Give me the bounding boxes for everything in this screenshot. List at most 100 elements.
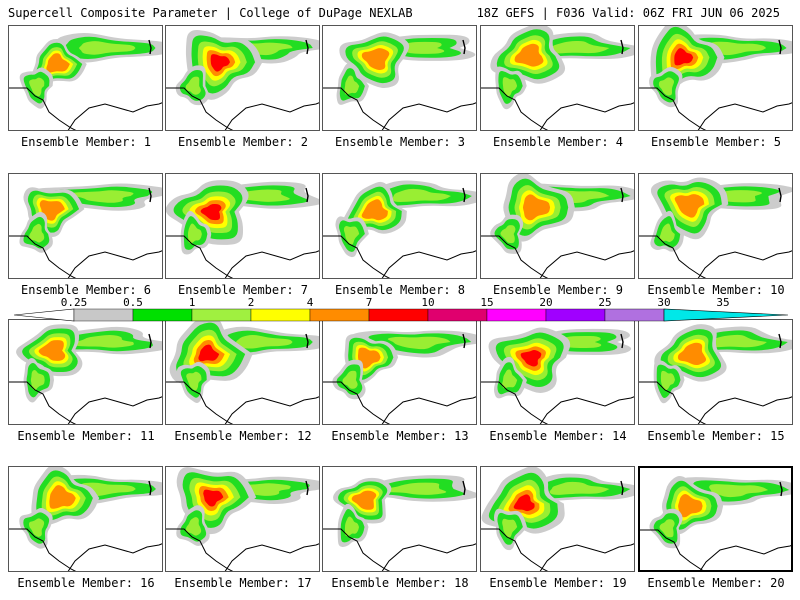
map-canvas bbox=[9, 183, 162, 278]
contour-region bbox=[210, 54, 230, 72]
ensemble-map-20[interactable] bbox=[638, 466, 793, 572]
coastline bbox=[481, 235, 634, 278]
contour-region bbox=[357, 347, 381, 369]
scale-tick-label: 20 bbox=[539, 296, 553, 309]
coastline bbox=[323, 528, 476, 571]
contour-region bbox=[46, 53, 70, 73]
lake-shore bbox=[148, 333, 152, 349]
contour-region bbox=[658, 77, 675, 96]
ensemble-map-11[interactable] bbox=[8, 319, 163, 425]
contour-region bbox=[659, 519, 675, 538]
contour-region bbox=[200, 203, 222, 221]
ensemble-map-7[interactable] bbox=[165, 173, 320, 279]
ensemble-member-label: Ensemble Member: 18 bbox=[331, 576, 469, 590]
contour-region bbox=[547, 40, 610, 54]
lake-shore bbox=[305, 39, 309, 55]
map-canvas bbox=[481, 327, 634, 424]
contour-region bbox=[185, 517, 202, 536]
contour-region bbox=[186, 371, 202, 391]
ensemble-map-8[interactable] bbox=[322, 173, 477, 279]
contour-region bbox=[704, 334, 767, 348]
contour-region bbox=[522, 194, 551, 221]
lake-shore bbox=[779, 481, 783, 497]
scale-swatch bbox=[73, 308, 134, 322]
map-canvas bbox=[166, 320, 319, 424]
ensemble-member-label: Ensemble Member: 15 bbox=[647, 429, 785, 443]
lake-shore bbox=[305, 333, 309, 349]
map-canvas bbox=[481, 26, 634, 130]
map-canvas bbox=[166, 467, 319, 571]
coastline bbox=[9, 528, 162, 571]
ensemble-member-label: Ensemble Member: 12 bbox=[174, 429, 312, 443]
contour-region bbox=[198, 344, 220, 362]
ensemble-member-label: Ensemble Member: 5 bbox=[650, 135, 782, 149]
map-canvas bbox=[639, 177, 792, 278]
lake-shore bbox=[305, 480, 309, 496]
map-canvas bbox=[640, 475, 791, 570]
map-canvas bbox=[323, 330, 476, 424]
ensemble-map-18[interactable] bbox=[322, 466, 477, 572]
contour-region bbox=[38, 340, 66, 361]
ensemble-map-15[interactable] bbox=[638, 319, 793, 425]
scale-tick-label: 1 bbox=[188, 296, 196, 309]
coastline bbox=[481, 381, 634, 424]
contour-region bbox=[660, 370, 675, 391]
ensemble-member-label: Ensemble Member: 17 bbox=[174, 576, 312, 590]
ensemble-map-5[interactable] bbox=[638, 25, 793, 131]
ensemble-map-1[interactable] bbox=[8, 25, 163, 131]
scale-swatch bbox=[427, 308, 488, 322]
coastline bbox=[166, 381, 319, 424]
map-canvas bbox=[9, 33, 162, 130]
scale-tick-label: 15 bbox=[480, 296, 494, 309]
ensemble-map-6[interactable] bbox=[8, 173, 163, 279]
lake-shore bbox=[778, 39, 782, 55]
lake-shore bbox=[462, 480, 466, 496]
coastline bbox=[639, 87, 792, 130]
scale-tick-label: 2 bbox=[247, 296, 255, 309]
map-title: Supercell Composite Parameter | College … bbox=[8, 6, 413, 20]
ensemble-member-label: Ensemble Member: 11 bbox=[17, 429, 155, 443]
scale-tick-label: 25 bbox=[598, 296, 612, 309]
ensemble-member-label: Ensemble Member: 3 bbox=[334, 135, 466, 149]
scale-tick-label: 0.5 bbox=[123, 296, 143, 309]
scale-swatch bbox=[250, 308, 311, 322]
contour-region bbox=[344, 516, 359, 537]
ensemble-map-4[interactable] bbox=[480, 25, 635, 131]
ensemble-map-13[interactable] bbox=[322, 319, 477, 425]
ensemble-member-label: Ensemble Member: 16 bbox=[17, 576, 155, 590]
ensemble-map-17[interactable] bbox=[165, 466, 320, 572]
coastline bbox=[639, 235, 792, 278]
ensemble-map-14[interactable] bbox=[480, 319, 635, 425]
contour-region bbox=[29, 77, 45, 97]
ensemble-map-3[interactable] bbox=[322, 25, 477, 131]
contour-region bbox=[549, 481, 610, 495]
ensemble-map-9[interactable] bbox=[480, 173, 635, 279]
contour-region bbox=[71, 335, 134, 348]
contour-region bbox=[514, 43, 544, 67]
ensemble-map-19[interactable] bbox=[480, 466, 635, 572]
map-canvas bbox=[323, 180, 476, 278]
scale-swatch bbox=[604, 308, 665, 322]
ensemble-map-16[interactable] bbox=[8, 466, 163, 572]
ensemble-map-12[interactable] bbox=[165, 319, 320, 425]
ensemble-member-label: Ensemble Member: 14 bbox=[489, 429, 627, 443]
lake-shore bbox=[620, 187, 624, 203]
contour-region bbox=[659, 223, 675, 243]
coastline bbox=[639, 381, 792, 424]
ensemble-map-2[interactable] bbox=[165, 25, 320, 131]
contour-region bbox=[709, 41, 767, 56]
contour-region bbox=[520, 350, 542, 367]
ensemble-member-label: Ensemble Member: 9 bbox=[492, 283, 624, 297]
scale-tick-label: 4 bbox=[306, 296, 314, 309]
contour-region bbox=[674, 194, 705, 218]
coastline bbox=[9, 87, 162, 130]
scale-tick-label: 35 bbox=[716, 296, 730, 309]
ensemble-member-label: Ensemble Member: 13 bbox=[331, 429, 469, 443]
map-canvas bbox=[323, 32, 476, 130]
ensemble-map-10[interactable] bbox=[638, 173, 793, 279]
contour-region bbox=[187, 223, 202, 244]
contour-region bbox=[361, 199, 388, 221]
contour-region bbox=[709, 484, 769, 498]
ensemble-member-label: Ensemble Member: 4 bbox=[492, 135, 624, 149]
ensemble-member-label: Ensemble Member: 7 bbox=[177, 283, 309, 297]
